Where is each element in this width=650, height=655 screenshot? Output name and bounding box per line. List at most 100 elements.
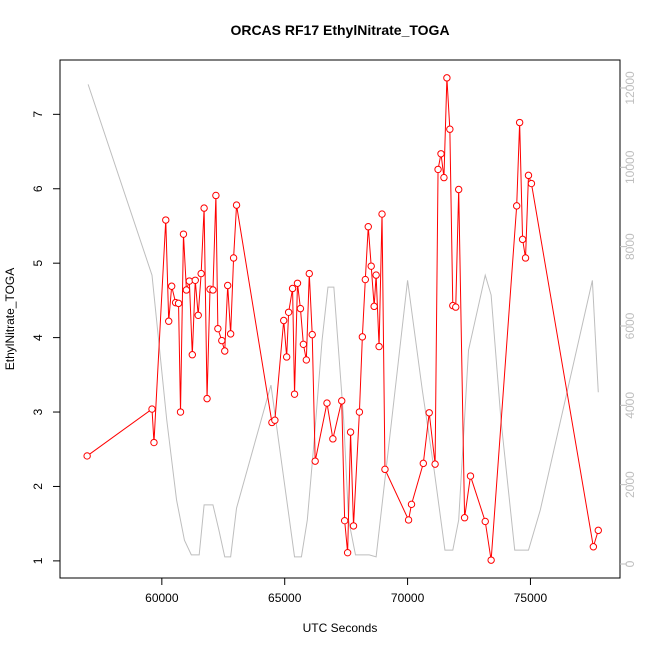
data-point — [437, 150, 445, 158]
data-point — [232, 201, 241, 209]
y2-tick-label: 8000 — [623, 233, 637, 260]
data-point — [434, 165, 442, 174]
data-point — [446, 125, 454, 133]
data-point — [378, 210, 386, 218]
data-point — [346, 428, 355, 436]
data-point — [454, 185, 463, 194]
data-point — [221, 347, 229, 355]
x-tick-label: 70000 — [391, 591, 425, 605]
data-point — [375, 342, 383, 351]
data-point — [460, 514, 469, 522]
data-point — [381, 465, 389, 474]
data-point — [323, 399, 331, 407]
data-point — [512, 202, 521, 210]
data-point — [197, 269, 205, 278]
y2-tick-label: 6000 — [623, 312, 637, 339]
data-point — [487, 556, 495, 564]
y-tick-label: 6 — [31, 185, 45, 192]
data-point — [226, 330, 235, 338]
data-point — [191, 276, 199, 284]
data-point — [370, 302, 378, 311]
series-line — [87, 84, 599, 558]
data-point — [419, 459, 428, 468]
data-point — [452, 303, 460, 311]
data-point — [185, 277, 194, 285]
data-point — [179, 230, 188, 238]
data-point — [521, 254, 530, 262]
data-point — [282, 353, 291, 361]
x-axis-label: UTC Seconds — [303, 621, 378, 635]
data-point — [329, 435, 337, 443]
y-axis-label: EthylNitrate_TOGA — [3, 268, 17, 370]
data-point — [229, 254, 238, 262]
data-point — [83, 452, 91, 460]
data-point — [355, 408, 364, 416]
data-point — [343, 548, 352, 557]
data-point — [361, 275, 370, 284]
data-point — [174, 299, 183, 308]
data-point — [302, 356, 311, 364]
data-point — [148, 405, 156, 413]
data-point — [305, 269, 313, 278]
chart-title: ORCAS RF17 EthylNitrate_TOGA — [230, 22, 449, 38]
y2-tick-label: 0 — [623, 560, 637, 567]
y-tick-label: 3 — [31, 408, 45, 415]
data-point — [481, 517, 489, 526]
data-point — [364, 223, 372, 231]
data-point — [372, 271, 380, 279]
data-point — [214, 324, 222, 333]
data-point — [466, 472, 475, 480]
data-point — [308, 330, 316, 339]
data-point — [358, 333, 367, 341]
data-point — [443, 74, 451, 82]
data-point — [223, 281, 232, 290]
data-point — [200, 204, 208, 212]
data-point — [527, 179, 536, 188]
data-point — [367, 262, 375, 270]
y2-tick-label: 4000 — [623, 392, 637, 419]
data-point — [150, 438, 158, 447]
y2-tick-label: 2000 — [623, 471, 637, 498]
data-point — [404, 516, 413, 524]
data-point — [296, 304, 305, 313]
data-point — [299, 340, 308, 349]
y-tick-label: 2 — [31, 483, 45, 490]
data-point — [288, 284, 297, 293]
data-point — [290, 390, 299, 398]
data-point — [518, 235, 527, 244]
data-point — [182, 286, 191, 294]
data-point — [594, 526, 602, 535]
data-point — [212, 191, 220, 200]
data-point — [440, 173, 448, 182]
data-point — [176, 408, 185, 416]
y2-tick-label: 10000 — [623, 150, 637, 184]
data-point — [293, 279, 302, 287]
x-tick-label: 60000 — [145, 591, 179, 605]
x-tick-label: 75000 — [514, 591, 548, 605]
plot-frame — [59, 59, 621, 579]
data-point — [165, 317, 173, 325]
data-point — [203, 394, 211, 403]
data-point — [524, 171, 533, 180]
data-point — [271, 416, 279, 424]
data-point — [425, 409, 433, 417]
data-point — [162, 216, 170, 224]
data-point — [209, 286, 217, 294]
data-point — [431, 460, 439, 468]
y-tick-label: 1 — [31, 557, 45, 564]
data-point — [284, 308, 293, 317]
data-point — [589, 543, 598, 551]
y-tick-label: 4 — [31, 334, 45, 341]
data-point — [338, 397, 346, 405]
data-point — [340, 516, 349, 525]
data-point — [407, 500, 416, 509]
data-point — [188, 351, 197, 359]
data-point — [194, 311, 202, 319]
data-point — [515, 118, 524, 127]
x-tick-label: 65000 — [268, 591, 302, 605]
data-point — [311, 457, 319, 465]
y-tick-label: 5 — [31, 260, 45, 267]
